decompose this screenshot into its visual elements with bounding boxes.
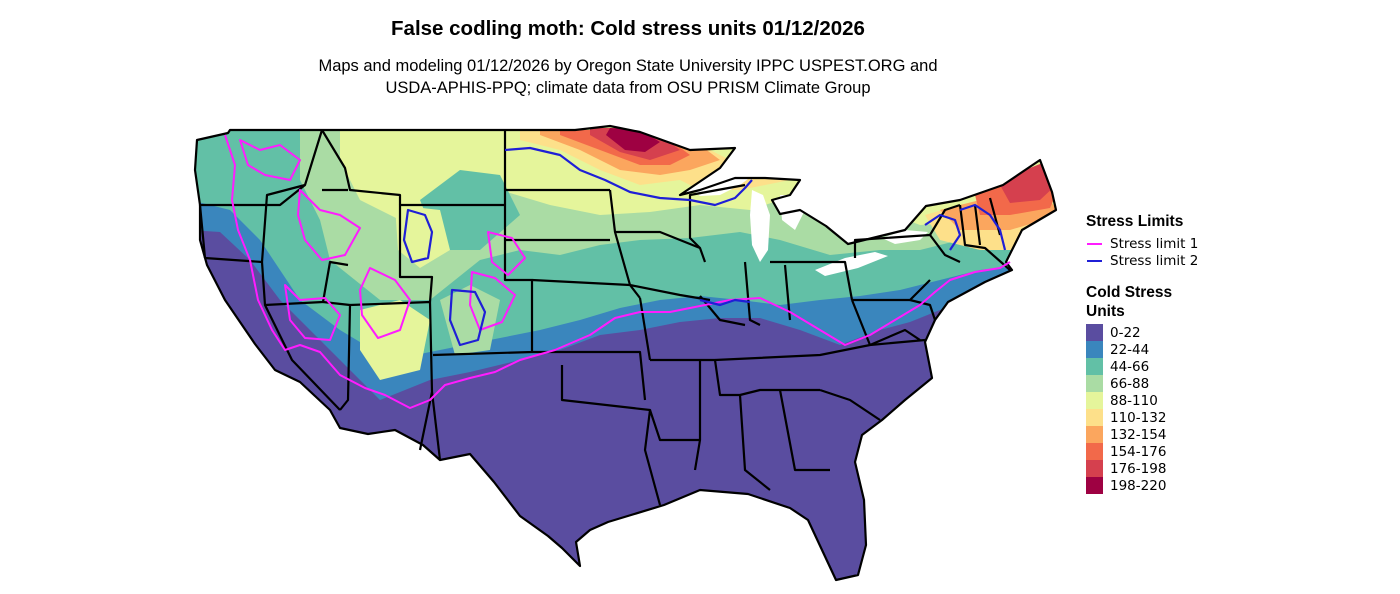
stress-limit-1-contour <box>224 134 1011 409</box>
cold-stress-legend-item: 176-198 <box>1086 460 1286 477</box>
cold-stress-legend-title: Cold Stress Units <box>1086 284 1173 320</box>
legend-swatch <box>1086 477 1103 494</box>
stress-limit-1-label: Stress limit 1 <box>1110 235 1199 252</box>
legend-class-label: 198-220 <box>1110 477 1167 494</box>
cold-stress-legend-item: 44-66 <box>1086 358 1286 375</box>
subtitle-line-1: Maps and modeling 01/12/2026 by Oregon S… <box>318 57 938 75</box>
stress-limit-2-legend-item: Stress limit 2 <box>1086 252 1286 269</box>
legend-class-label: 176-198 <box>1110 460 1167 477</box>
cold-stress-legend-item: 110-132 <box>1086 409 1286 426</box>
map-title: False codling moth: Cold stress units 01… <box>391 17 865 40</box>
legend-swatch <box>1086 392 1103 409</box>
map-legend: Stress Limits Stress limit 1 Stress limi… <box>1086 212 1286 494</box>
stress-limit-1-line-key <box>1086 235 1103 252</box>
legend-class-label: 154-176 <box>1110 443 1167 460</box>
state-borders <box>193 124 1058 582</box>
cold-stress-legend-item: 88-110 <box>1086 392 1286 409</box>
stress-limit-2-contour <box>402 146 1007 347</box>
cold-stress-legend-item: 66-88 <box>1086 375 1286 392</box>
cold-stress-legend-item: 132-154 <box>1086 426 1286 443</box>
cold-stress-legend-item: 22-44 <box>1086 341 1286 358</box>
cold-stress-legend: 0-22 22-44 44-66 66-88 88-110 110-132 132-154 1… <box>1086 324 1286 494</box>
stress-limit-2-line-key <box>1086 252 1103 269</box>
legend-swatch <box>1086 443 1103 460</box>
cold-stress-legend-item: 154-176 <box>1086 443 1286 460</box>
legend-class-label: 44-66 <box>1110 358 1150 375</box>
stress-limits-legend: Stress limit 1 Stress limit 2 <box>1086 235 1286 269</box>
legend-swatch <box>1086 324 1103 341</box>
legend-class-label: 110-132 <box>1110 409 1167 426</box>
cold-stress-legend-item: 198-220 <box>1086 477 1286 494</box>
stress-limit-2-label: Stress limit 2 <box>1110 252 1199 269</box>
legend-class-label: 22-44 <box>1110 341 1150 358</box>
legend-swatch <box>1086 426 1103 443</box>
legend-swatch <box>1086 341 1103 358</box>
legend-swatch <box>1086 409 1103 426</box>
stress-limit-1-legend-item: Stress limit 1 <box>1086 235 1286 252</box>
legend-class-label: 132-154 <box>1110 426 1167 443</box>
subtitle-line-2: USDA-APHIS-PPQ; climate data from OSU PR… <box>385 79 871 97</box>
legend-swatch <box>1086 460 1103 477</box>
legend-swatch <box>1086 358 1103 375</box>
legend-class-label: 66-88 <box>1110 375 1150 392</box>
stress-limits-legend-title: Stress Limits <box>1086 213 1184 230</box>
cold-stress-legend-item: 0-22 <box>1086 324 1286 341</box>
legend-swatch <box>1086 375 1103 392</box>
legend-class-label: 88-110 <box>1110 392 1158 409</box>
legend-class-label: 0-22 <box>1110 324 1141 341</box>
map-subtitle: Maps and modeling 01/12/2026 by Oregon S… <box>0 55 1256 99</box>
